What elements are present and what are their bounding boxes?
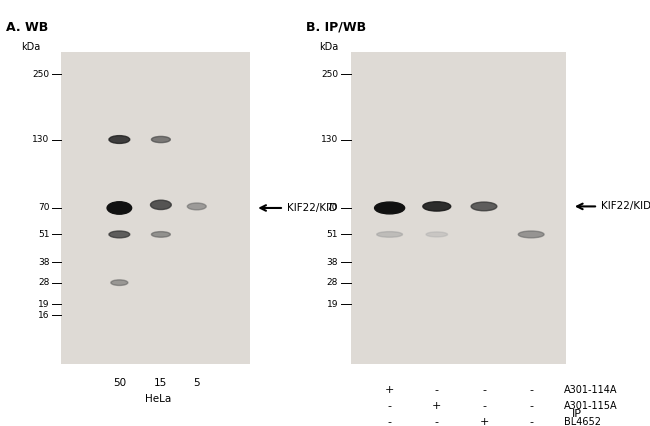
Text: -: - — [529, 385, 533, 395]
Text: 15: 15 — [154, 378, 168, 388]
Text: 70: 70 — [38, 204, 49, 213]
Text: 130: 130 — [320, 135, 338, 144]
Text: 51: 51 — [38, 230, 49, 239]
Text: B. IP/WB: B. IP/WB — [306, 20, 365, 34]
Text: 51: 51 — [326, 230, 338, 239]
Text: KIF22/KID: KIF22/KID — [601, 201, 650, 211]
Text: -: - — [482, 401, 486, 411]
Text: IP: IP — [572, 409, 582, 419]
Text: 70: 70 — [326, 204, 338, 213]
Text: 28: 28 — [326, 278, 338, 287]
Text: 19: 19 — [38, 300, 49, 309]
Text: -: - — [482, 385, 486, 395]
Ellipse shape — [426, 232, 447, 237]
Text: +: + — [432, 401, 441, 411]
Text: A301-115A: A301-115A — [564, 401, 617, 411]
Text: 16: 16 — [38, 311, 49, 320]
Text: -: - — [435, 417, 439, 426]
Text: A. WB: A. WB — [6, 20, 49, 34]
Ellipse shape — [518, 231, 544, 238]
Ellipse shape — [471, 202, 497, 211]
Text: 50: 50 — [113, 378, 126, 388]
Ellipse shape — [109, 231, 130, 238]
Text: kDa: kDa — [318, 42, 338, 52]
Text: kDa: kDa — [21, 42, 41, 52]
Ellipse shape — [107, 202, 131, 214]
Text: -: - — [435, 385, 439, 395]
Ellipse shape — [187, 203, 206, 210]
Text: A301-114A: A301-114A — [564, 385, 617, 395]
Ellipse shape — [151, 200, 171, 210]
Ellipse shape — [109, 135, 130, 144]
Text: -: - — [529, 401, 533, 411]
Ellipse shape — [151, 136, 170, 143]
Text: +: + — [479, 417, 489, 426]
Text: 28: 28 — [38, 278, 49, 287]
Text: -: - — [387, 401, 391, 411]
Ellipse shape — [151, 232, 170, 237]
Ellipse shape — [111, 280, 128, 285]
Ellipse shape — [374, 202, 404, 214]
Text: 250: 250 — [32, 70, 49, 79]
Bar — [61, 52, 250, 363]
Bar — [351, 52, 566, 363]
Text: 38: 38 — [326, 258, 338, 267]
Text: 19: 19 — [326, 300, 338, 309]
Ellipse shape — [423, 202, 450, 211]
Ellipse shape — [377, 232, 402, 237]
Text: 130: 130 — [32, 135, 49, 144]
Text: 250: 250 — [321, 70, 338, 79]
Text: HeLa: HeLa — [145, 394, 171, 403]
Text: -: - — [387, 417, 391, 426]
Text: -: - — [529, 417, 533, 426]
Text: +: + — [385, 385, 395, 395]
Text: 38: 38 — [38, 258, 49, 267]
Text: KIF22/KID: KIF22/KID — [287, 203, 337, 213]
Text: 5: 5 — [194, 378, 200, 388]
Text: BL4652: BL4652 — [564, 417, 601, 426]
